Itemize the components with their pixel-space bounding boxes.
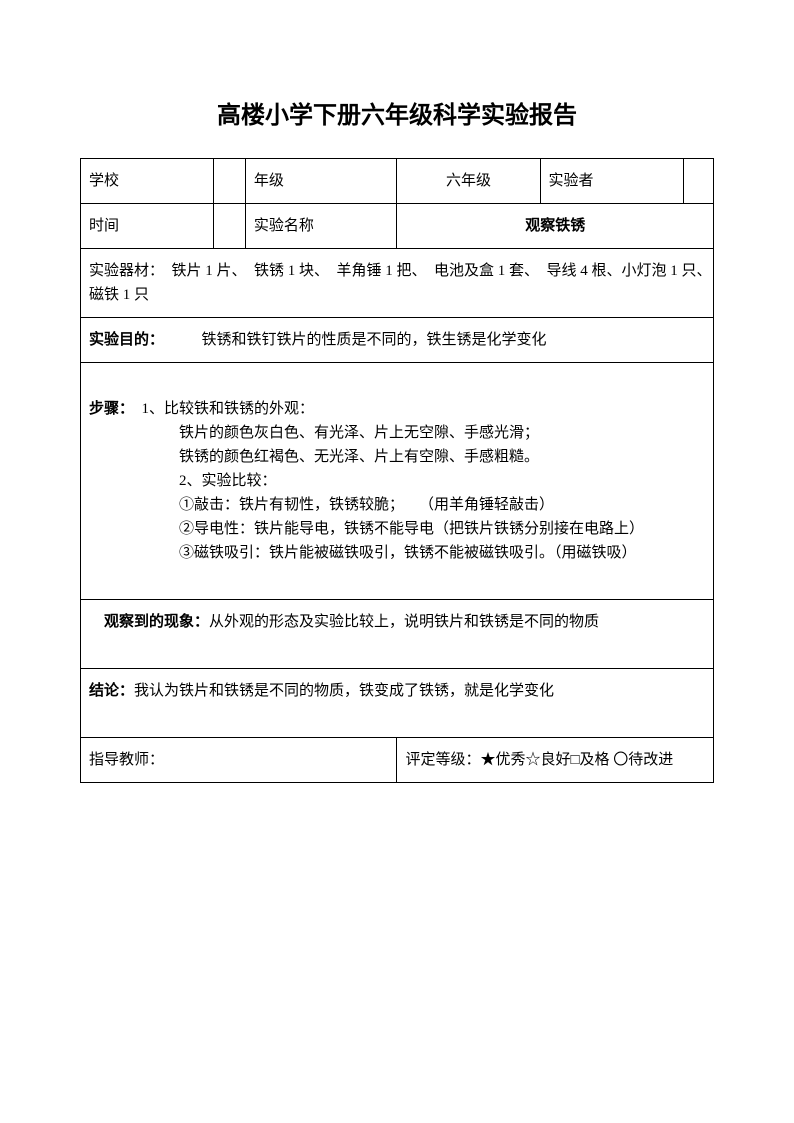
materials-content: 铁片 1 片、 铁锈 1 块、 羊角锤 1 把、 电池及盒 1 套、 导线 4 … bbox=[89, 263, 719, 303]
purpose-cell: 实验目的： 铁锈和铁钉铁片的性质是不同的，铁生锈是化学变化 bbox=[81, 318, 714, 363]
teacher-cell: 指导教师： bbox=[81, 738, 397, 783]
rating-cell: 评定等级：★优秀☆良好□及格 〇待改进 bbox=[397, 738, 714, 783]
steps-cell: 步骤： 1、比较铁和铁锈的外观： 铁片的颜色灰白色、有光泽、片上无空隙、手感光滑… bbox=[81, 363, 714, 600]
steps-line-5: ①敲击：铁片有韧性，铁锈较脆； （用羊角锤轻敲击） bbox=[179, 497, 554, 513]
steps-label: 步骤： bbox=[89, 400, 127, 417]
purpose-label: 实验目的： bbox=[89, 331, 157, 348]
experimenter-value bbox=[683, 159, 713, 204]
observation-content: 从外观的形态及实验比较上，说明铁片和铁锈是不同的物质 bbox=[209, 614, 599, 630]
conclusion-row: 结论：我认为铁片和铁锈是不同的物质，铁变成了铁锈，就是化学变化 bbox=[81, 669, 714, 738]
teacher-label: 指导教师： bbox=[89, 752, 164, 768]
time-value bbox=[213, 204, 245, 249]
observation-row: 观察到的现象：从外观的形态及实验比较上，说明铁片和铁锈是不同的物质 bbox=[81, 600, 714, 669]
exp-name-value: 观察铁锈 bbox=[397, 204, 714, 249]
conclusion-cell: 结论：我认为铁片和铁锈是不同的物质，铁变成了铁锈，就是化学变化 bbox=[81, 669, 714, 738]
materials-cell: 实验器材： 铁片 1 片、 铁锈 1 块、 羊角锤 1 把、 电池及盒 1 套、… bbox=[81, 249, 714, 318]
header-row-1: 学校 年级 六年级 实验者 bbox=[81, 159, 714, 204]
steps-line-4: 2、实验比较： bbox=[179, 473, 277, 489]
purpose-content: 铁锈和铁钉铁片的性质是不同的，铁生锈是化学变化 bbox=[157, 332, 547, 348]
experimenter-label: 实验者 bbox=[540, 159, 683, 204]
observation-cell: 观察到的现象：从外观的形态及实验比较上，说明铁片和铁锈是不同的物质 bbox=[81, 600, 714, 669]
title-bold: 高楼小学下册 bbox=[217, 102, 361, 129]
steps-line-6: ②导电性：铁片能导电，铁锈不能导电（把铁片铁锈分别接在电路上） bbox=[179, 521, 644, 537]
steps-line-7: ③磁铁吸引：铁片能被磁铁吸引，铁锈不能被磁铁吸引。（用磁铁吸） bbox=[179, 545, 637, 561]
grade-value: 六年级 bbox=[397, 159, 540, 204]
conclusion-content: 我认为铁片和铁锈是不同的物质，铁变成了铁锈，就是化学变化 bbox=[134, 683, 554, 699]
steps-line-1: 1、比较铁和铁锈的外观： bbox=[142, 401, 315, 417]
footer-row: 指导教师： 评定等级：★优秀☆良好□及格 〇待改进 bbox=[81, 738, 714, 783]
exp-name-label: 实验名称 bbox=[245, 204, 397, 249]
materials-row: 实验器材： 铁片 1 片、 铁锈 1 块、 羊角锤 1 把、 电池及盒 1 套、… bbox=[81, 249, 714, 318]
time-label: 时间 bbox=[81, 204, 214, 249]
purpose-row: 实验目的： 铁锈和铁钉铁片的性质是不同的，铁生锈是化学变化 bbox=[81, 318, 714, 363]
steps-line-3: 铁锈的颜色红褐色、无光泽、片上有空隙、手感粗糙。 bbox=[179, 449, 539, 465]
school-value bbox=[213, 159, 245, 204]
rating-label: 评定等级： bbox=[405, 752, 480, 768]
school-label: 学校 bbox=[81, 159, 214, 204]
conclusion-label: 结论： bbox=[89, 682, 134, 699]
observation-label: 观察到的现象： bbox=[104, 613, 209, 630]
rating-options: ★优秀☆良好□及格 〇待改进 bbox=[480, 752, 673, 768]
title-normal: 六年级科学实验报告 bbox=[361, 102, 577, 129]
materials-label: 实验器材： bbox=[89, 263, 157, 279]
grade-label: 年级 bbox=[245, 159, 397, 204]
report-table: 学校 年级 六年级 实验者 时间 实验名称 观察铁锈 实验器材： 铁片 1 片、… bbox=[80, 158, 714, 783]
page-title: 高楼小学下册六年级科学实验报告 bbox=[80, 95, 714, 130]
header-row-2: 时间 实验名称 观察铁锈 bbox=[81, 204, 714, 249]
steps-row: 步骤： 1、比较铁和铁锈的外观： 铁片的颜色灰白色、有光泽、片上无空隙、手感光滑… bbox=[81, 363, 714, 600]
steps-line-2: 铁片的颜色灰白色、有光泽、片上无空隙、手感光滑； bbox=[179, 425, 539, 441]
